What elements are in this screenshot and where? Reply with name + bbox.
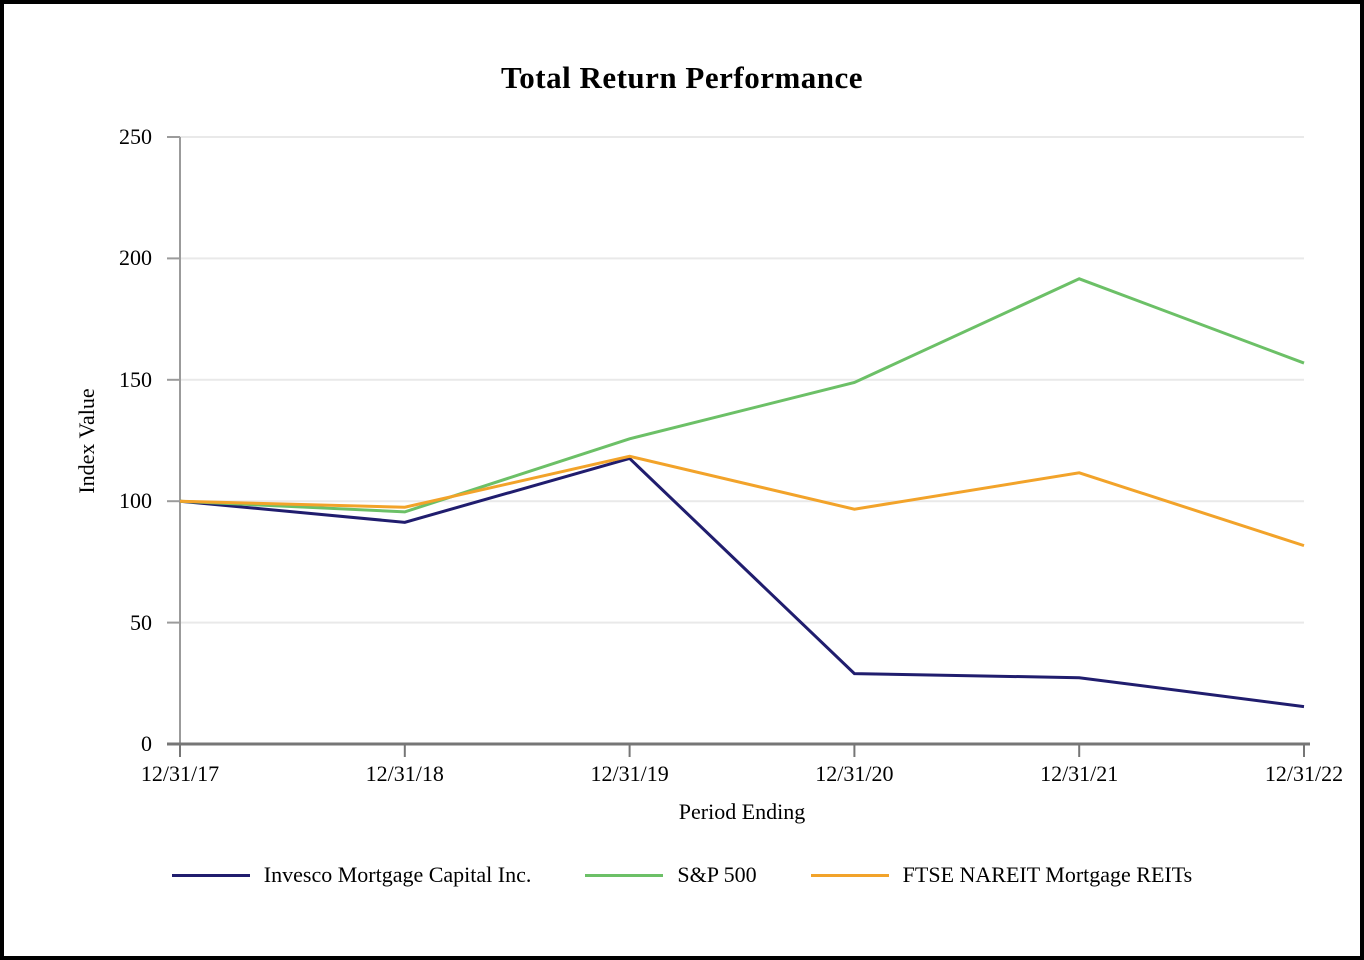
legend-item: FTSE NAREIT Mortgage REITs [810, 862, 1193, 888]
chart-title: Total Return Performance [500, 60, 864, 95]
legend-label: Invesco Mortgage Capital Inc. [263, 862, 532, 887]
y-tick-label: 50 [130, 609, 152, 635]
x-tick-label: 12/31/21 [1040, 761, 1119, 786]
legend-line-swatch [810, 873, 889, 877]
legend-line-swatch [171, 873, 250, 877]
x-axis-title: Period Ending [678, 799, 806, 824]
y-tick-label: 150 [119, 366, 152, 392]
y-axis-title: Index Value [74, 388, 99, 494]
legend-item: S&P 500 [585, 862, 757, 888]
series-line [179, 456, 1305, 709]
legend-label: S&P 500 [677, 862, 757, 887]
y-tick-label: 200 [119, 245, 152, 271]
x-tick-label: 12/31/18 [365, 761, 444, 786]
series-line [179, 454, 1305, 548]
x-tick-label: 12/31/19 [590, 761, 669, 786]
chart-legend: Invesco Mortgage Capital Inc. S&P 500 FTSE… [4, 862, 1360, 888]
legend-line-swatch [585, 873, 664, 877]
legend-item: Invesco Mortgage Capital Inc. [171, 862, 532, 888]
plot-area [167, 136, 1310, 757]
y-tick-label: 0 [141, 731, 152, 756]
legend-label: FTSE NAREIT Mortgage REITs [902, 862, 1193, 887]
y-tick-label: 100 [119, 488, 152, 514]
x-tick-label: 12/31/17 [140, 761, 220, 786]
x-tick-label: 12/31/22 [1264, 761, 1344, 786]
series-line [179, 277, 1305, 514]
y-tick-label: 250 [119, 124, 152, 149]
x-tick-label: 12/31/20 [815, 761, 894, 786]
